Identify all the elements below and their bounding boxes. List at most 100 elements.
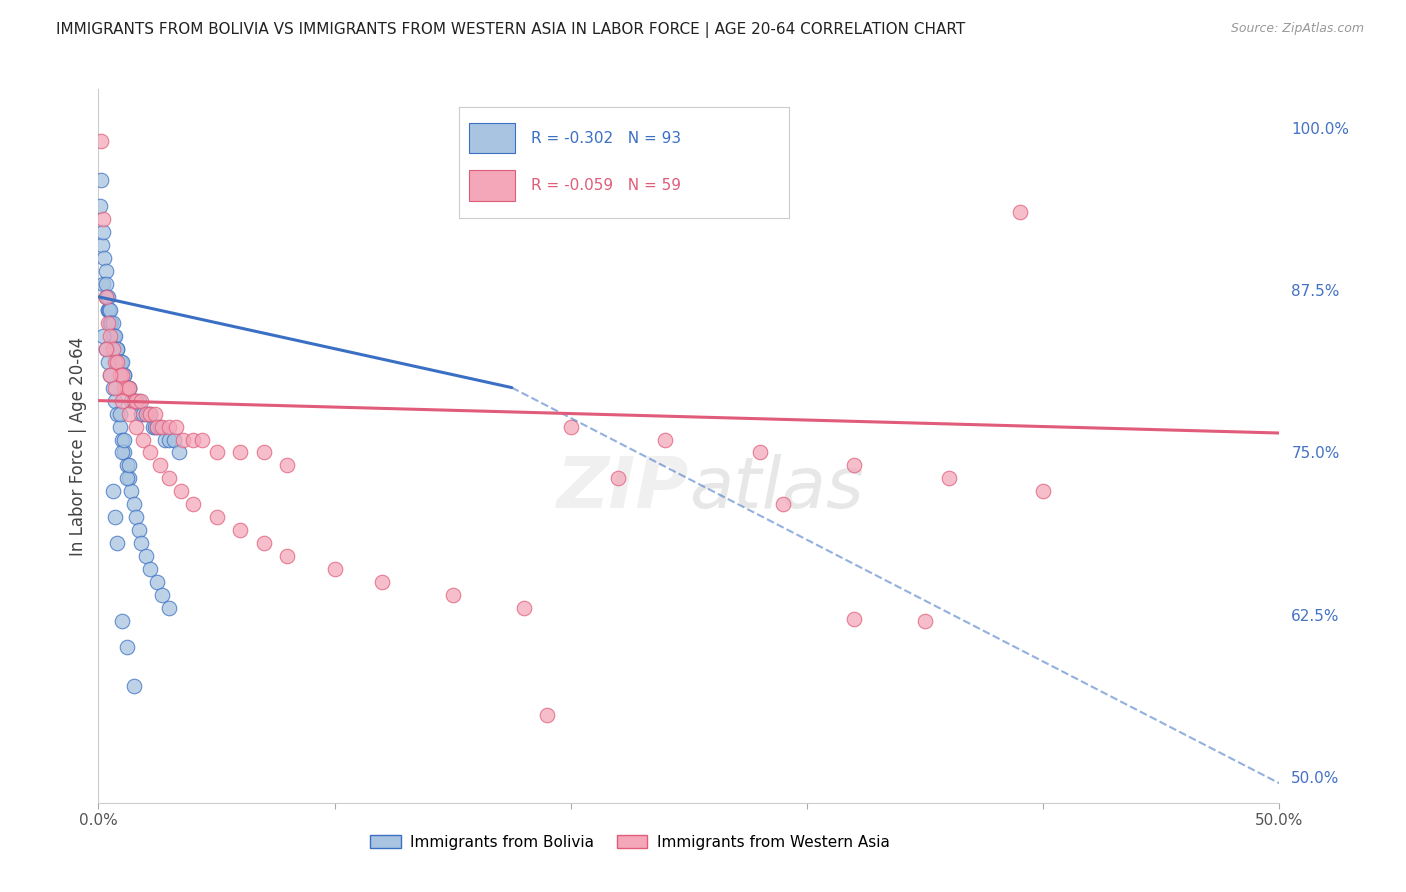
Point	[104, 381, 127, 395]
Point	[101, 328, 124, 343]
Point	[136, 407, 159, 421]
Point	[143, 419, 166, 434]
Point	[139, 445, 162, 459]
Point	[104, 354, 127, 368]
Point	[323, 562, 346, 576]
Point	[101, 484, 124, 499]
Point	[90, 173, 112, 187]
Point	[146, 575, 169, 590]
Point	[97, 316, 120, 330]
Point	[97, 302, 120, 317]
Point	[118, 471, 141, 485]
Point	[94, 277, 117, 291]
Point	[96, 290, 118, 304]
Point	[111, 368, 134, 382]
Point	[118, 381, 141, 395]
Point	[772, 497, 794, 511]
Point	[139, 562, 162, 576]
Y-axis label: In Labor Force | Age 20-64: In Labor Force | Age 20-64	[69, 336, 87, 556]
Point	[104, 510, 127, 524]
Point	[110, 354, 132, 368]
Point	[121, 484, 143, 499]
Point	[115, 381, 138, 395]
Point	[132, 433, 155, 447]
Point	[129, 407, 152, 421]
Point	[108, 407, 131, 421]
Point	[97, 354, 120, 368]
Point	[153, 433, 176, 447]
Point	[1008, 205, 1031, 219]
Point	[150, 588, 173, 602]
Point	[914, 614, 936, 628]
Text: Source: ZipAtlas.com: Source: ZipAtlas.com	[1230, 22, 1364, 36]
Point	[107, 354, 129, 368]
Point	[111, 354, 134, 368]
Point	[111, 445, 134, 459]
Point	[115, 458, 138, 473]
Point	[139, 407, 162, 421]
Point	[157, 601, 180, 615]
Point	[132, 407, 155, 421]
Point	[135, 549, 157, 564]
Point	[105, 342, 128, 356]
Point	[654, 433, 676, 447]
Point	[115, 640, 138, 654]
Point	[94, 342, 117, 356]
Point	[371, 575, 394, 590]
Point	[111, 368, 134, 382]
Point	[122, 393, 145, 408]
Point	[104, 342, 127, 356]
Point	[122, 393, 145, 408]
Point	[149, 458, 172, 473]
Point	[139, 407, 162, 421]
Point	[125, 393, 148, 408]
Point	[104, 328, 127, 343]
Point	[181, 497, 204, 511]
Point	[108, 368, 131, 382]
Legend: Immigrants from Bolivia, Immigrants from Western Asia: Immigrants from Bolivia, Immigrants from…	[364, 829, 896, 855]
Point	[105, 536, 128, 550]
Point	[112, 368, 135, 382]
Point	[91, 225, 114, 239]
Point	[167, 445, 190, 459]
Point	[844, 458, 866, 473]
Point	[94, 342, 117, 356]
Point	[135, 407, 157, 421]
Point	[146, 419, 169, 434]
Point	[90, 134, 112, 148]
Point	[118, 458, 141, 473]
Point	[205, 445, 228, 459]
Point	[98, 302, 121, 317]
Point	[163, 433, 186, 447]
Point	[128, 524, 150, 538]
Point	[104, 393, 127, 408]
Point	[112, 381, 135, 395]
Point	[253, 536, 276, 550]
Point	[98, 368, 121, 382]
Point	[91, 277, 114, 291]
Point	[101, 328, 124, 343]
Point	[98, 328, 121, 343]
Point	[108, 354, 131, 368]
Point	[111, 614, 134, 628]
Point	[97, 290, 120, 304]
Point	[229, 524, 252, 538]
Point	[125, 393, 148, 408]
Point	[94, 290, 117, 304]
Point	[115, 471, 138, 485]
Point	[607, 471, 630, 485]
Point	[121, 393, 143, 408]
Point	[101, 381, 124, 395]
Point	[91, 211, 114, 226]
Point	[98, 316, 121, 330]
Point	[143, 407, 166, 421]
Point	[89, 199, 111, 213]
Point	[157, 471, 180, 485]
Point	[165, 419, 187, 434]
Point	[94, 290, 117, 304]
Point	[101, 342, 124, 356]
Point	[101, 316, 124, 330]
Point	[112, 445, 135, 459]
Point	[748, 445, 770, 459]
Point	[105, 407, 128, 421]
